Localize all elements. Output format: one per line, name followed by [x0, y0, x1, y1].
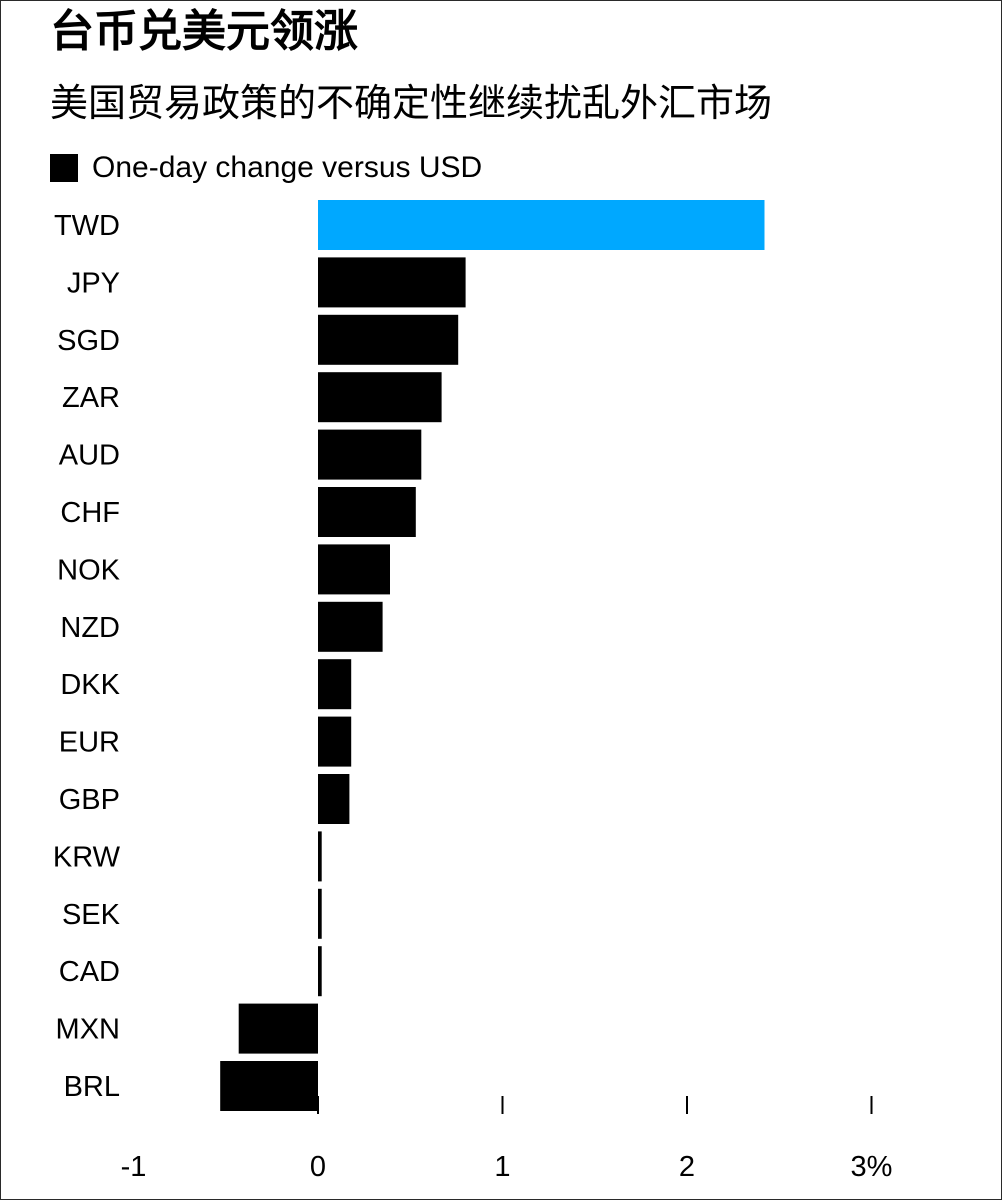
legend-swatch	[50, 154, 78, 182]
bar-cad	[318, 946, 322, 997]
chart-subtitle: 美国贸易政策的不确定性继续扰乱外汇市场	[50, 81, 773, 125]
bar-aud	[318, 429, 422, 480]
x-tick-label-0: 0	[310, 1151, 326, 1183]
category-label-gbp: GBP	[59, 784, 120, 816]
bar-mxn	[238, 1003, 318, 1054]
bar-twd	[318, 200, 765, 250]
category-label-zar: ZAR	[62, 382, 120, 414]
category-label-mxn: MXN	[56, 1014, 120, 1046]
bar-nok	[318, 544, 390, 595]
bar-zar	[318, 372, 442, 423]
category-label-aud: AUD	[59, 440, 120, 472]
category-label-sek: SEK	[62, 899, 121, 931]
bar-jpy	[318, 257, 466, 308]
category-label-chf: CHF	[60, 497, 120, 529]
bar-sek	[318, 888, 322, 939]
bar-chf	[318, 487, 416, 537]
legend: One-day change versus USD	[50, 148, 482, 188]
bar-dkk	[318, 659, 352, 710]
x-tick-label-3: 3%	[851, 1151, 893, 1183]
bar-sgd	[318, 314, 459, 365]
legend-label: One-day change versus USD	[92, 151, 483, 184]
bar-nzd	[318, 601, 383, 652]
category-label-nzd: NZD	[60, 612, 120, 644]
category-label-brl: BRL	[64, 1071, 120, 1103]
x-tick-label-1: 1	[494, 1151, 510, 1183]
bar-krw	[318, 831, 322, 882]
bar-brl	[220, 1061, 318, 1111]
chart-title: 台币兑美元领涨	[50, 6, 358, 57]
category-label-dkk: DKK	[60, 669, 120, 701]
category-label-krw: KRW	[53, 841, 121, 873]
category-label-eur: EUR	[59, 727, 120, 759]
category-label-sgd: SGD	[57, 325, 120, 357]
x-tick-label-2: 2	[679, 1151, 695, 1183]
category-label-jpy: JPY	[67, 267, 120, 299]
category-label-nok: NOK	[57, 554, 121, 586]
bar-gbp	[318, 774, 350, 824]
category-label-twd: TWD	[54, 210, 120, 242]
category-label-cad: CAD	[59, 956, 120, 988]
bar-eur	[318, 716, 352, 767]
x-tick-label-neg1: -1	[121, 1151, 147, 1183]
